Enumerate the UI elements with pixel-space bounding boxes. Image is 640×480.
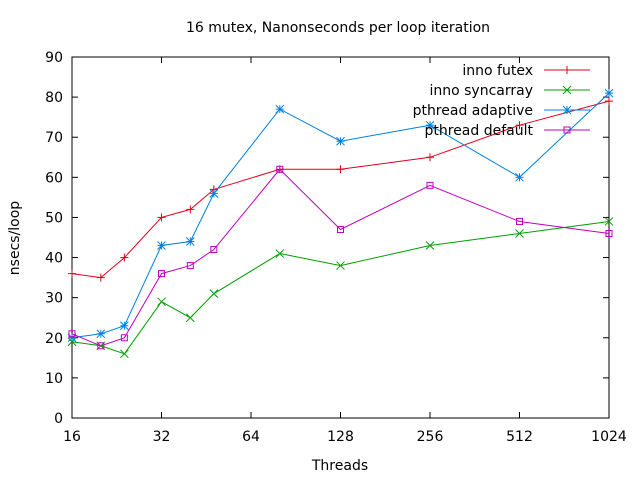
- legend-marker-3: [563, 126, 571, 134]
- x-tick-label: 1024: [591, 429, 627, 445]
- x-tick-label: 512: [506, 429, 533, 445]
- data-point-2-10: [604, 88, 614, 98]
- data-point-0-10: [605, 97, 613, 106]
- x-tick-label: 32: [153, 429, 171, 445]
- data-point-1-0: [67, 337, 77, 347]
- y-tick-label: 90: [45, 50, 63, 66]
- data-point-3-0: [68, 330, 76, 338]
- data-point-3-10: [605, 229, 613, 237]
- data-point-2-1: [96, 329, 106, 339]
- y-tick-label: 50: [45, 210, 63, 226]
- legend-marker-0: [563, 66, 571, 74]
- y-tick-label: 10: [45, 371, 63, 387]
- data-point-2-4: [185, 237, 195, 246]
- legend-marker-2: [562, 105, 572, 115]
- x-tick-label: 16: [63, 429, 81, 445]
- y-axis-label: nsecs/loop: [7, 201, 23, 276]
- data-point-1-3: [157, 297, 166, 307]
- data-point-3-4: [186, 262, 194, 270]
- x-tick-label: 128: [327, 429, 354, 445]
- y-tick-label: 30: [45, 291, 63, 307]
- chart-title: 16 mutex, Nanonseconds per loop iteratio…: [186, 20, 490, 36]
- y-tick-label: 80: [45, 90, 63, 106]
- x-tick-label: 256: [417, 429, 444, 445]
- data-point-1-9: [515, 229, 524, 238]
- data-point-0-0: [68, 269, 76, 278]
- axis-ticks: 0 10 20 30 40 50 60 70 80 90 16 32 64 128 256 512 1024: [45, 50, 627, 445]
- legend-label-3: pthread default: [425, 123, 534, 139]
- x-tick-label: 64: [242, 429, 260, 445]
- legend-label-2: pthread adaptive: [413, 103, 533, 119]
- x-axis-label: Threads: [311, 458, 368, 474]
- data-point-3-8: [426, 181, 434, 189]
- y-tick-label: 70: [45, 130, 63, 146]
- data-point-2-9: [515, 172, 524, 182]
- data-point-0-1: [96, 273, 105, 282]
- data-point-2-7: [336, 136, 345, 146]
- data-point-2-6: [275, 104, 285, 114]
- data-point-2-5: [209, 189, 219, 198]
- data-point-3-6: [276, 165, 284, 173]
- data-point-2-2: [120, 321, 129, 331]
- data-point-2-3: [157, 241, 166, 250]
- data-point-3-7: [337, 225, 344, 233]
- data-point-1-2: [120, 349, 129, 359]
- data-point-0-4: [186, 205, 195, 214]
- y-tick-label: 40: [45, 251, 63, 267]
- data-point-3-1: [97, 342, 105, 350]
- y-tick-label: 20: [45, 331, 63, 347]
- series-line-1: [71, 221, 610, 355]
- y-tick-label: 60: [45, 170, 63, 186]
- data-point-0-8: [426, 153, 434, 162]
- series-line-3: [71, 168, 610, 347]
- y-tick-label: 0: [54, 411, 63, 427]
- data-point-3-2: [120, 334, 128, 342]
- data-point-3-3: [158, 270, 165, 278]
- data-point-1-4: [185, 313, 195, 323]
- data-point-3-5: [210, 246, 218, 254]
- data-point-1-7: [336, 261, 345, 270]
- data-point-1-5: [209, 289, 219, 299]
- legend-label-0: inno futex: [462, 63, 533, 79]
- data-point-0-3: [157, 213, 166, 222]
- series-group: [67, 88, 614, 359]
- data-point-0-7: [336, 165, 345, 174]
- data-point-1-6: [275, 249, 285, 258]
- data-point-3-9: [516, 217, 523, 225]
- data-point-2-8: [425, 120, 435, 130]
- legend-label-1: inno syncarray: [429, 83, 533, 99]
- legend-marker-1: [562, 85, 572, 95]
- legend: inno futex inno syncarray pthread adaptive…: [413, 63, 590, 139]
- data-point-0-9: [515, 121, 524, 130]
- data-point-1-8: [425, 241, 435, 250]
- data-point-1-10: [604, 217, 614, 226]
- data-point-0-2: [120, 253, 129, 262]
